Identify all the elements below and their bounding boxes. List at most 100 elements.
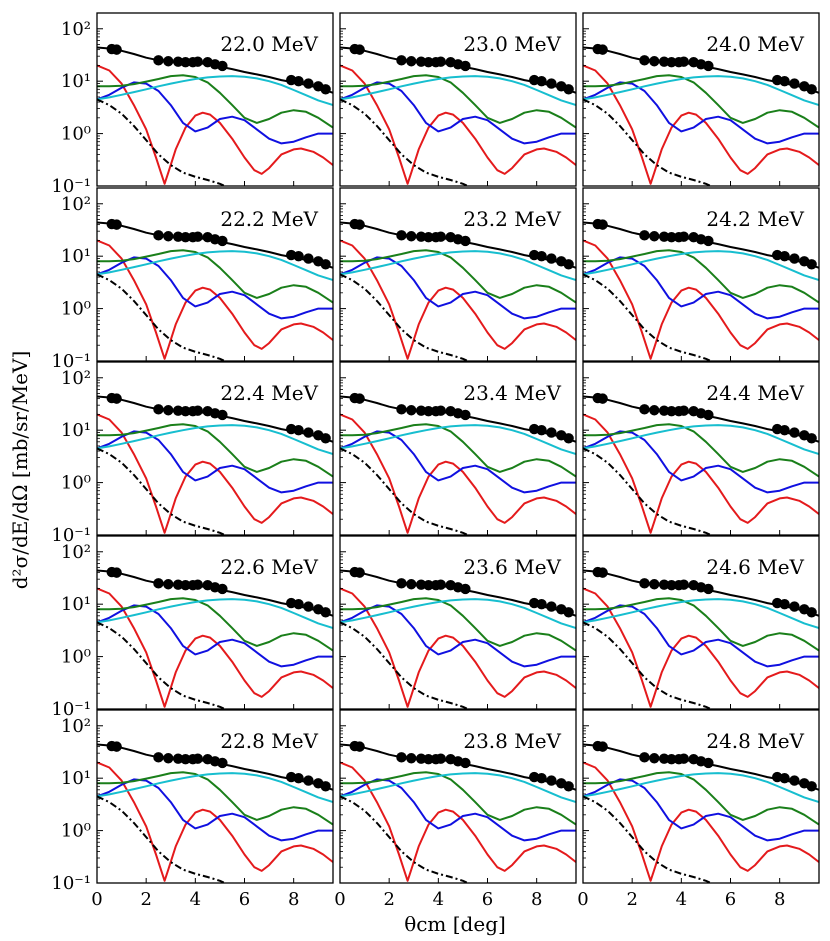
- series-dash-dot: [583, 621, 712, 709]
- panel-energy-label: 23.2 MeV: [463, 207, 561, 231]
- data-point: [192, 56, 203, 67]
- series-red: [97, 413, 333, 534]
- data-point: [779, 598, 790, 610]
- series-green: [583, 597, 819, 652]
- data-point: [172, 231, 184, 242]
- panel-5: 24.2 MeV: [582, 187, 820, 362]
- x-tick-label: 4: [676, 889, 687, 910]
- x-axis-label: θcm [deg]: [404, 912, 506, 936]
- data-point: [703, 583, 714, 595]
- data-point: [423, 580, 434, 591]
- y-tick-label: 10²: [61, 19, 91, 40]
- data-point: [217, 235, 228, 247]
- data-point: [172, 579, 184, 590]
- data-point: [163, 579, 174, 590]
- data-point: [789, 775, 800, 786]
- series-blue: [583, 778, 819, 842]
- data-point: [546, 427, 557, 438]
- data-point: [666, 57, 677, 68]
- data-point: [354, 567, 365, 578]
- data-point: [320, 433, 331, 444]
- data-point: [163, 405, 174, 416]
- x-tick-label: 4: [433, 889, 444, 910]
- series-blue: [340, 81, 576, 145]
- data-point: [460, 60, 471, 72]
- data-point: [153, 404, 164, 415]
- series-green: [97, 597, 333, 652]
- series-cyan: [583, 424, 819, 456]
- y-tick-label: 10²: [61, 368, 91, 389]
- series-blue: [340, 604, 576, 668]
- data-point: [779, 250, 790, 262]
- data-point: [406, 56, 417, 67]
- data-point: [153, 752, 164, 763]
- data-point: [779, 772, 790, 784]
- panel-13: 23.8 MeV 0 2 4 6 8: [334, 709, 577, 910]
- panel-energy-label: 24.2 MeV: [706, 207, 804, 231]
- series-green: [583, 771, 819, 826]
- series-blue: [583, 604, 819, 668]
- y-tick-label: 10¹: [61, 71, 91, 92]
- data-point: [111, 219, 122, 230]
- panel-10: 23.6 MeV: [339, 535, 577, 710]
- series-red: [97, 64, 333, 185]
- data-point: [666, 232, 677, 243]
- data-point: [703, 235, 714, 247]
- data-point: [678, 753, 689, 764]
- data-point: [406, 231, 417, 242]
- data-point: [423, 232, 434, 243]
- data-point: [192, 579, 203, 590]
- panel-2: 24.0 MeV: [582, 12, 820, 187]
- data-point: [658, 405, 670, 416]
- data-point: [460, 757, 471, 769]
- data-point: [415, 231, 427, 242]
- series-blue: [340, 778, 576, 842]
- data-point: [806, 781, 817, 792]
- data-point: [172, 405, 184, 416]
- panel-frame: [96, 535, 334, 710]
- data-point: [658, 56, 670, 67]
- data-point: [597, 741, 608, 752]
- series-cyan: [340, 424, 576, 456]
- panel-8: 24.4 MeV: [582, 361, 820, 536]
- x-tick-label: 6: [725, 889, 736, 910]
- data-point: [563, 84, 574, 95]
- data-point: [678, 56, 689, 67]
- data-point: [678, 405, 689, 416]
- data-point: [180, 754, 191, 765]
- data-point: [666, 406, 677, 417]
- series-green: [97, 423, 333, 478]
- series-green: [97, 249, 333, 304]
- panel-frame: [582, 709, 820, 884]
- data-point: [435, 579, 446, 590]
- panel-frame: [96, 361, 334, 536]
- x-tick-label: 2: [626, 889, 637, 910]
- series-cyan: [340, 75, 576, 107]
- panel-energy-label: 22.2 MeV: [220, 207, 318, 231]
- series-green: [583, 423, 819, 478]
- data-point: [597, 44, 608, 55]
- series-cyan: [583, 250, 819, 282]
- data-point: [666, 580, 677, 591]
- data-point: [649, 753, 660, 764]
- panel-frame: [339, 361, 577, 536]
- series-dash-dot: [583, 795, 712, 883]
- panel-7: 23.4 MeV: [339, 361, 577, 536]
- data-point: [678, 231, 689, 242]
- data-point: [658, 753, 670, 764]
- data-point: [789, 601, 800, 612]
- series-dash-dot: [97, 447, 226, 535]
- series-red: [340, 587, 576, 708]
- y-tick-label: 10²: [61, 716, 91, 737]
- series-cyan: [583, 772, 819, 804]
- data-point: [293, 598, 304, 610]
- data-point: [779, 424, 790, 436]
- data-point: [320, 781, 331, 792]
- panel-4: 23.2 MeV: [339, 187, 577, 362]
- x-tick-label: 4: [190, 889, 201, 910]
- data-point: [658, 231, 670, 242]
- series-dash-dot: [340, 98, 469, 186]
- series-dash-dot: [97, 98, 226, 186]
- data-point: [649, 579, 660, 590]
- series-blue: [340, 256, 576, 320]
